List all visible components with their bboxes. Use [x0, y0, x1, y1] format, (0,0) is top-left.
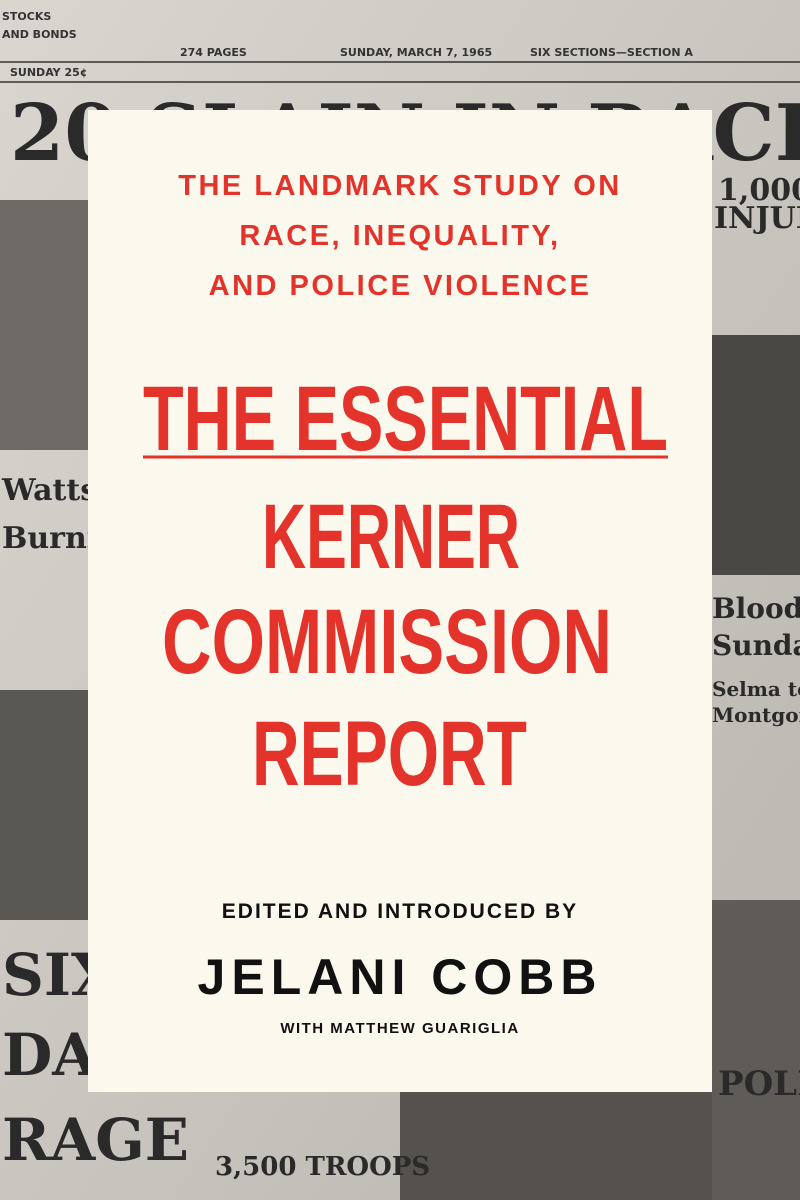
headline: Watts	[1, 473, 97, 508]
masthead-text: SUNDAY, MARCH 7, 1965	[340, 46, 492, 59]
masthead-text: SUNDAY 25¢	[10, 66, 87, 79]
title-panel	[88, 110, 712, 1092]
headline: Bloody	[712, 592, 800, 625]
subtitle-line: AND POLICE VIOLENCE	[209, 270, 592, 302]
title-line: REPORT	[252, 703, 527, 805]
masthead-text: 274 PAGES	[180, 46, 247, 59]
subtitle-line: RACE, INEQUALITY,	[239, 220, 560, 252]
subtitle: THE LANDMARK STUDY ON RACE, INEQUALITY, AN…	[178, 170, 621, 302]
coauthor: WITH MATTHEW GUARIGLIA	[280, 1020, 519, 1037]
masthead-text: SIX SECTIONS—SECTION A	[530, 46, 693, 59]
photo-police	[0, 690, 88, 920]
headline: 1,000 P	[718, 173, 800, 208]
headline: 3,500 TROOPS	[215, 1152, 430, 1182]
credit: EDITED AND INTRODUCED BY	[222, 900, 578, 923]
headline: Selma to	[712, 677, 800, 701]
subtitle-line: THE LANDMARK STUDY ON	[178, 170, 621, 202]
photo-smoke	[0, 200, 88, 450]
photo-crowd	[400, 1092, 712, 1200]
photo-mlk	[712, 335, 800, 575]
headline: INJURE	[714, 201, 800, 236]
headline: POLI	[718, 1064, 800, 1104]
headline: Sunday	[712, 629, 800, 662]
headline: Montgom	[712, 703, 800, 727]
masthead-text: STOCKS	[2, 10, 51, 23]
headline: RAGE	[2, 1106, 189, 1174]
title-line: COMMISSION	[162, 591, 612, 693]
title-line: KERNER	[262, 486, 520, 588]
author: JELANI COBB	[198, 949, 603, 1005]
photo-riot	[712, 900, 800, 1200]
masthead-text: AND BONDS	[2, 28, 77, 41]
title-line: THE ESSENTIAL	[143, 368, 668, 470]
